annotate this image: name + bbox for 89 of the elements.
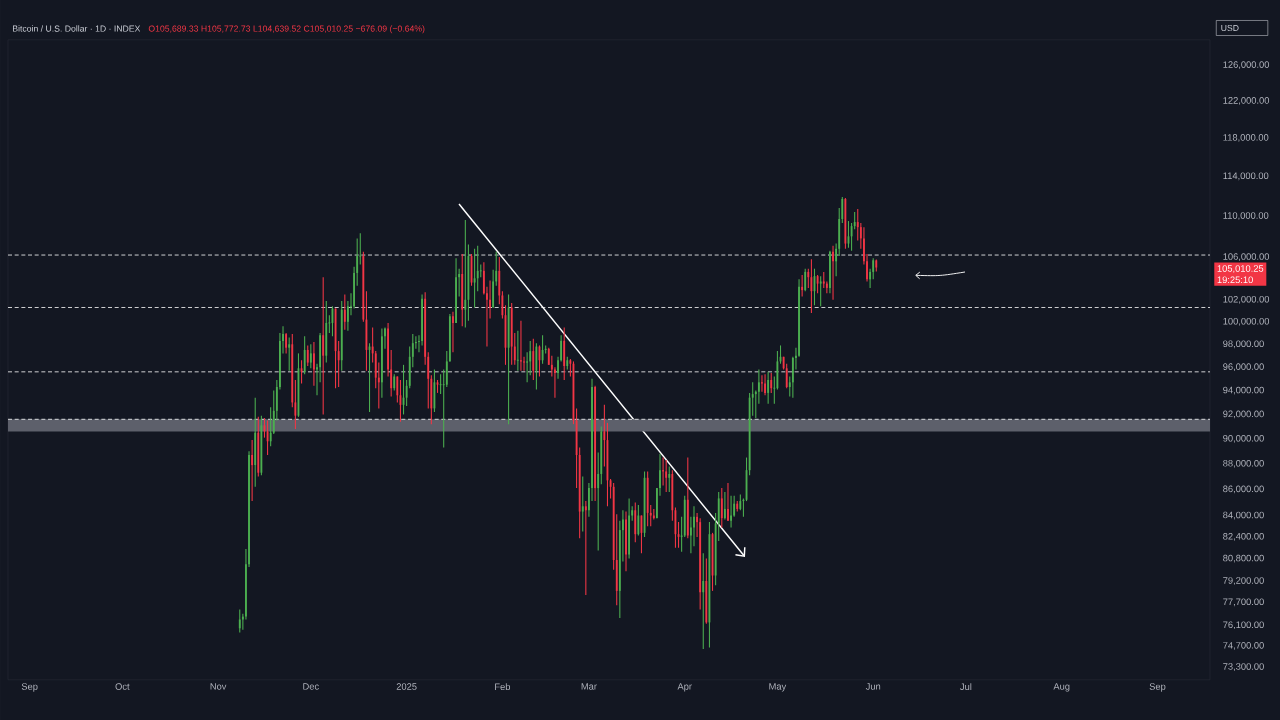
x-tick-label: Jun <box>865 683 881 690</box>
y-tick-label: 100,000.00 <box>1223 317 1270 326</box>
y-tick-label: 74,700.00 <box>1223 642 1264 650</box>
y-tick-label: 122,000.00 <box>1223 97 1270 105</box>
x-tick-label: Dec <box>303 683 319 690</box>
candlestick <box>452 311 454 353</box>
candlestick <box>625 511 627 572</box>
candlestick <box>757 368 760 405</box>
candlestick <box>495 251 498 287</box>
candlestick <box>829 250 831 294</box>
candlestick <box>476 245 479 292</box>
candlestick <box>303 335 306 375</box>
candlestick <box>832 245 834 301</box>
y-tick-label: 96,000.00 <box>1223 363 1264 372</box>
y-tick-label: 106,000.00 <box>1223 253 1270 261</box>
candlestick <box>730 495 732 529</box>
candlestick <box>526 351 529 383</box>
x-tick-label: Apr <box>677 683 692 692</box>
y-tick-label: 88,000.00 <box>1223 459 1264 468</box>
candlestick <box>634 501 637 543</box>
candlestick <box>306 344 309 367</box>
candlestick <box>810 258 813 314</box>
x-tick-label: 2025 <box>396 683 417 690</box>
candlestick <box>238 608 241 634</box>
candlestick <box>662 456 665 487</box>
candlestick <box>764 373 766 396</box>
x-tick-label: Sep <box>21 683 38 692</box>
candlestick <box>554 366 556 399</box>
y-tick-label: 126,000.00 <box>1223 61 1270 69</box>
text: 105,010.25 <box>1217 265 1264 273</box>
candlestick <box>520 320 522 372</box>
candlestick <box>801 274 804 298</box>
candlestick <box>767 371 770 405</box>
y-tick-label: 110,000.00 <box>1223 212 1269 220</box>
candlestick <box>285 332 288 354</box>
candlestick <box>532 338 535 381</box>
candlestick <box>720 487 723 529</box>
candlestick <box>288 336 291 372</box>
y-tick-label: 114,000.00 <box>1223 172 1269 181</box>
x-tick-label: Jul <box>960 683 972 691</box>
candlestick <box>584 500 587 596</box>
y-tick-label: 102,000.00 <box>1223 295 1270 304</box>
y-tick-label: 73,300.00 <box>1223 663 1264 671</box>
candlestick <box>816 274 819 294</box>
candlestick <box>473 248 476 309</box>
y-tick-label: 94,000.00 <box>1223 386 1264 395</box>
candlestick <box>445 350 448 388</box>
x-tick-label: May <box>769 683 787 692</box>
x-tick-label: Oct <box>115 683 130 690</box>
candlestick <box>819 275 822 307</box>
x-tick-label: Aug <box>1053 683 1070 692</box>
x-tick-label: Feb <box>495 683 511 691</box>
y-tick-label: 80,800.00 <box>1223 554 1264 563</box>
y-tick-label: 118,000.00 <box>1223 134 1269 142</box>
y-axis-title: USD <box>1221 24 1239 32</box>
candlestick <box>668 465 671 493</box>
x-tick-label: Mar <box>581 683 597 690</box>
y-tick-label: 86,000.00 <box>1223 485 1264 494</box>
x-tick-label: Nov <box>210 683 227 690</box>
candlestick <box>455 257 457 324</box>
candlestick <box>742 497 745 518</box>
y-tick-label: 84,000.00 <box>1223 511 1264 520</box>
candlestick <box>727 482 729 522</box>
candlestick <box>251 439 254 502</box>
candlestick <box>761 374 763 393</box>
candlestick <box>665 459 668 493</box>
candlestick <box>396 375 399 403</box>
y-tick-label: 98,000.00 <box>1223 340 1264 349</box>
y-tick-label: 82,400.00 <box>1223 533 1264 541</box>
candlestick <box>723 491 726 521</box>
x-tick-label: Sep <box>1149 683 1166 692</box>
y-tick-label: 79,200.00 <box>1223 577 1264 585</box>
candlestick <box>343 293 346 331</box>
text: 19:25:10 <box>1217 276 1253 284</box>
candlestick <box>541 334 544 365</box>
candlestick <box>309 343 312 369</box>
y-tick-label: 77,700.00 <box>1223 598 1264 607</box>
candlestick <box>337 340 340 388</box>
y-tick-label: 76,100.00 <box>1223 621 1264 630</box>
candlestick <box>770 372 773 394</box>
candlestick <box>581 476 584 533</box>
chart-subtitle: O105,689.33 H105,772.73 L104,639.52 C105,010.25 −676.09 (−0.64%) <box>148 25 425 34</box>
candlestick <box>807 268 810 289</box>
chart-title: Bitcoin / U.S. Dollar · 1D · INDEX <box>12 25 141 32</box>
candlestick <box>603 404 606 467</box>
candlestick <box>637 504 640 537</box>
candlestick <box>825 280 828 294</box>
y-tick-label: 92,000.00 <box>1223 410 1264 419</box>
y-tick-label: 90,000.00 <box>1223 435 1264 443</box>
